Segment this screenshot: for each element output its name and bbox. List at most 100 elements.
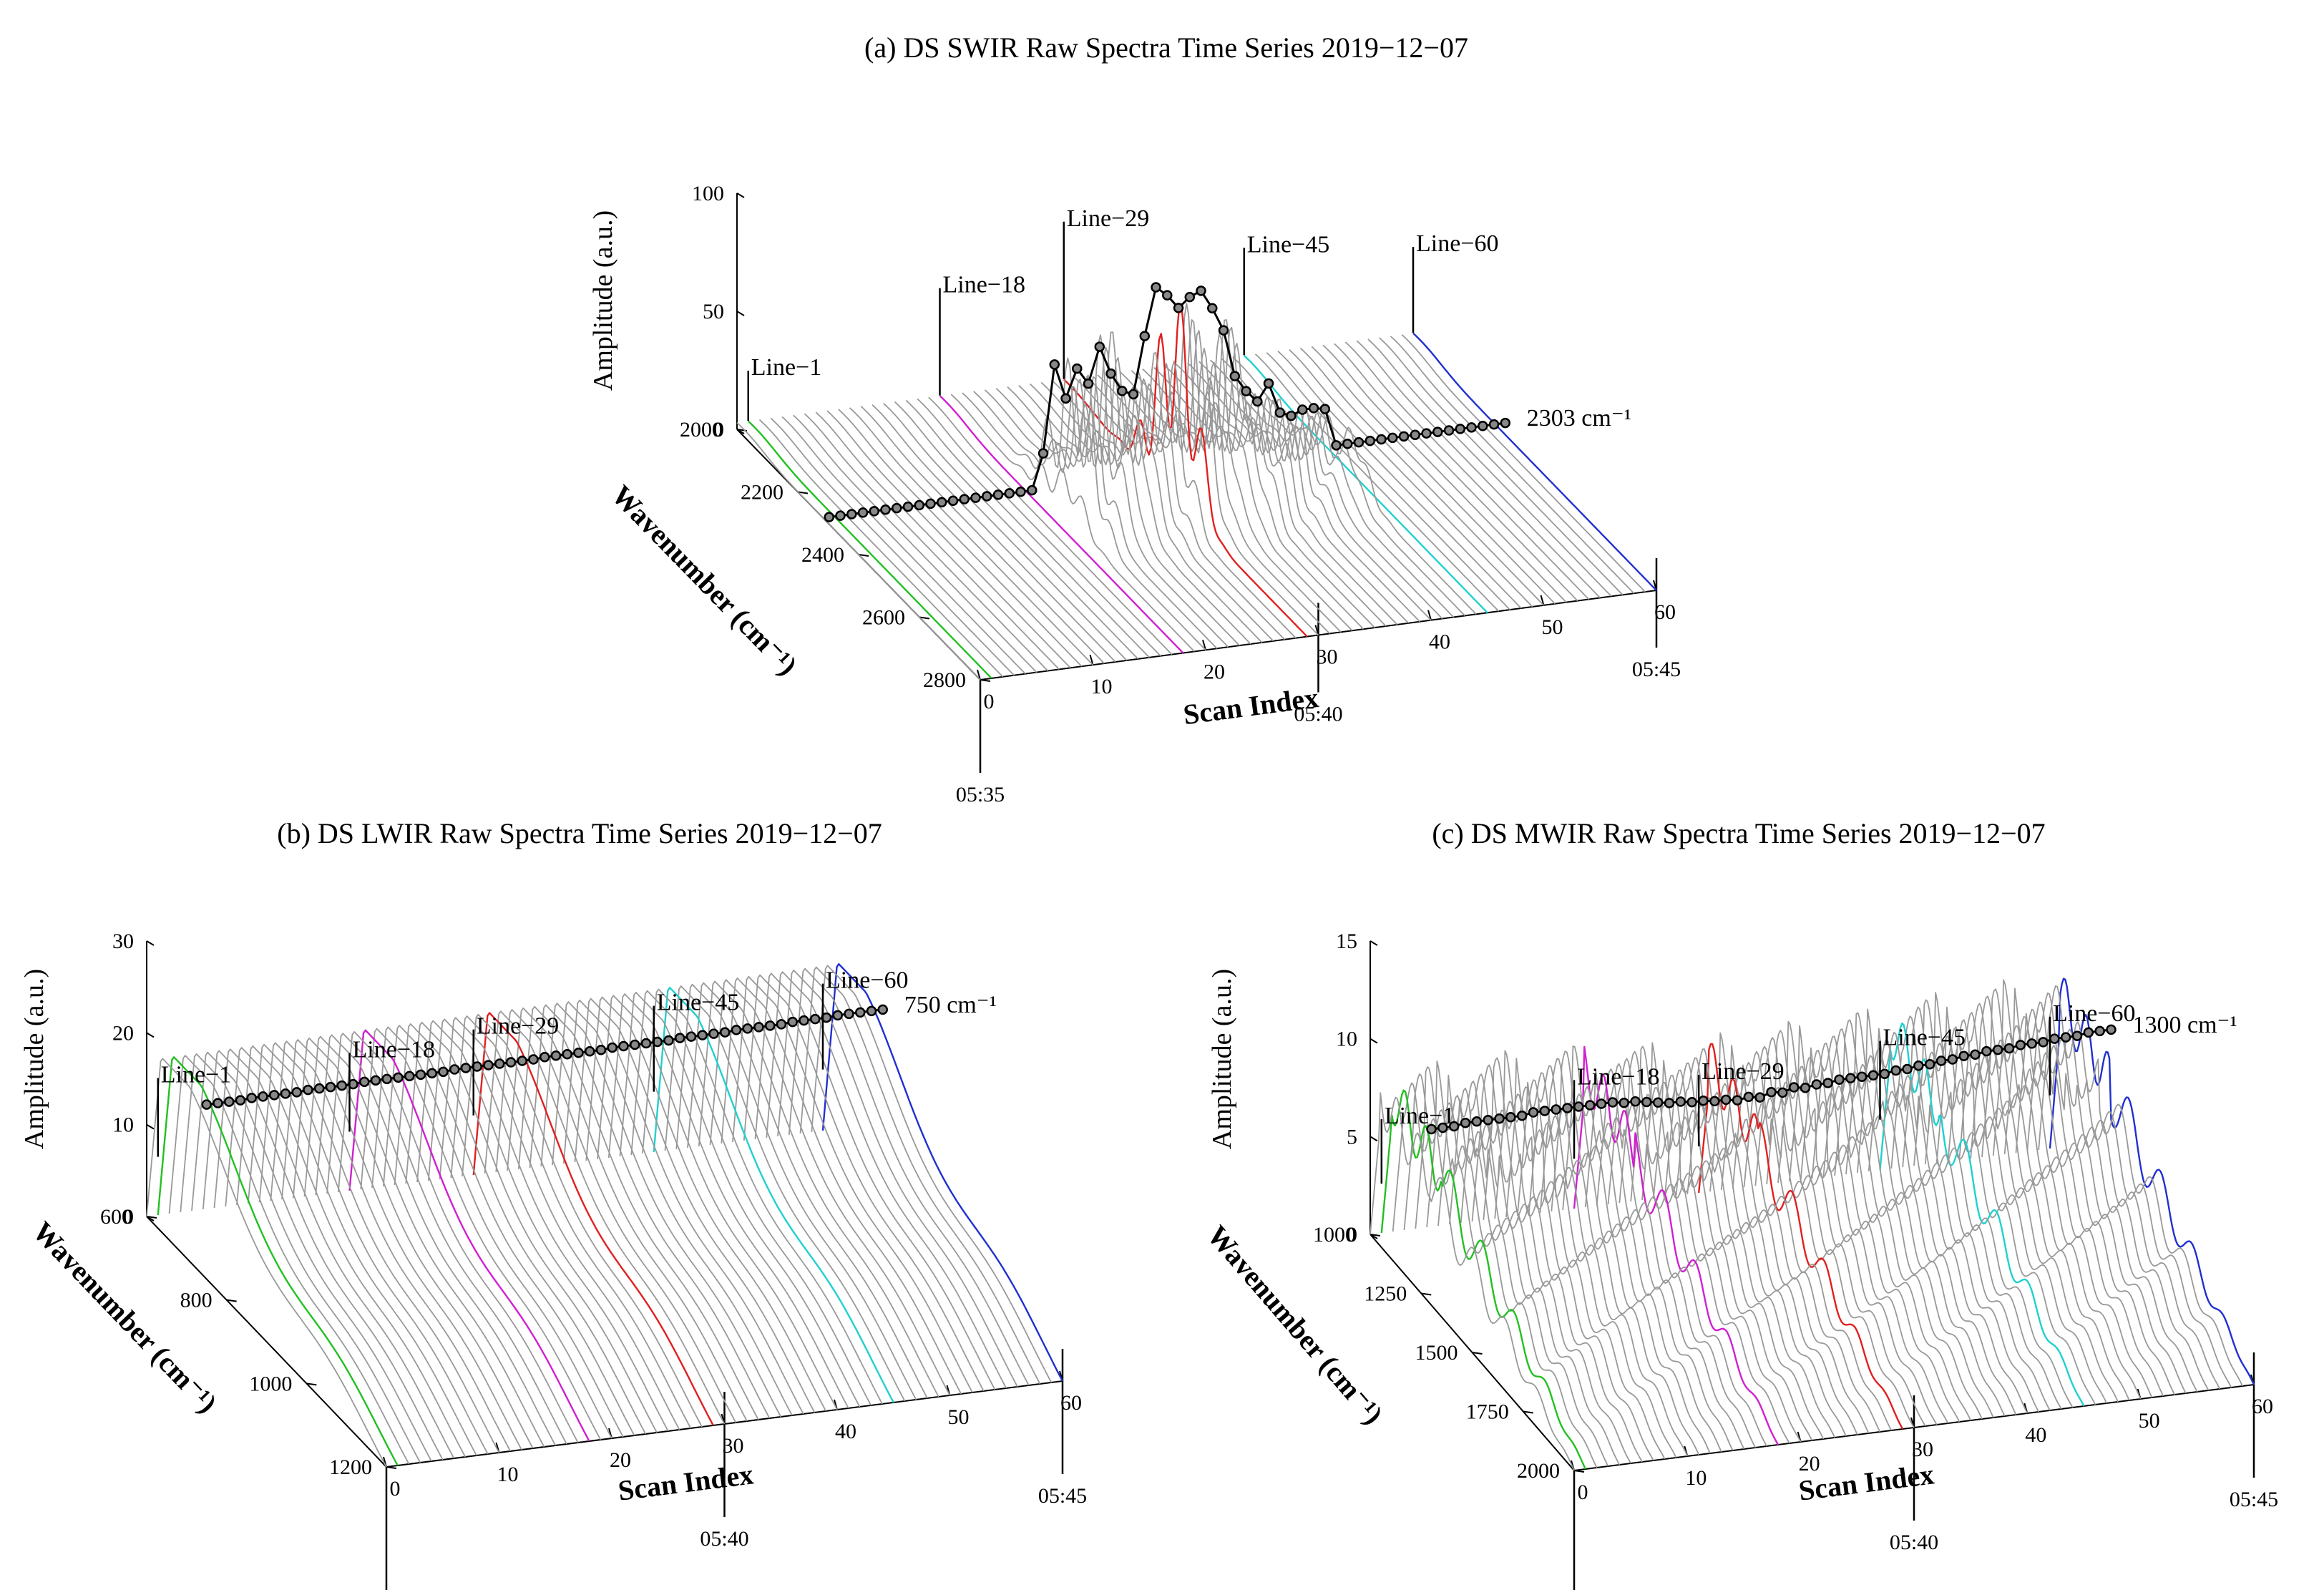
- spectrum-line: [1390, 336, 1635, 594]
- marker-point: [824, 512, 835, 522]
- spectrum-line: [180, 1053, 421, 1463]
- marker-point: [1879, 1068, 1890, 1079]
- spectrum-line: [1254, 353, 1500, 612]
- marker-point: [415, 1069, 426, 1081]
- marker-point: [970, 492, 981, 503]
- spectrum-line: [788, 967, 1030, 1386]
- x-tick-label: 0: [984, 690, 995, 713]
- marker-point: [426, 1068, 437, 1079]
- spectrum-line: [540, 1003, 782, 1418]
- marker-point: [835, 510, 846, 521]
- marker-point: [810, 1013, 821, 1025]
- wavenumber-axis-label: Wavenumber (cm⁻¹): [605, 479, 804, 681]
- marker-point: [1426, 1123, 1437, 1135]
- marker-point: [460, 1063, 472, 1073]
- marker-point: [1500, 417, 1511, 429]
- x-tick-label: 50: [2139, 1409, 2160, 1433]
- marker-point: [1105, 368, 1116, 379]
- spectrum-line: [1311, 346, 1556, 605]
- marker-point: [1466, 422, 1477, 433]
- marker-point: [1720, 1094, 1732, 1106]
- x-tick-label: 10: [1685, 1466, 1707, 1490]
- spectrum-line: [1437, 1074, 1643, 1463]
- spectrum-line: [1981, 988, 2187, 1394]
- x-tick-label: 40: [1429, 630, 1450, 654]
- marker-point: [2049, 1033, 2060, 1044]
- marker-point: [1743, 1091, 1754, 1103]
- z-tick-label: 0: [1347, 1223, 1357, 1247]
- marker-point: [213, 1098, 223, 1108]
- spectrum-line: [1868, 1028, 2074, 1408]
- marker-point: [708, 1028, 719, 1039]
- spectrum-line: [950, 394, 1195, 653]
- spectrum-line: [642, 988, 883, 1405]
- marker-point: [528, 1054, 539, 1065]
- marker-point: [799, 1015, 809, 1026]
- z-tick: [736, 311, 745, 316]
- spectrum-line: [462, 1013, 703, 1428]
- spectrum-line: [905, 399, 1150, 658]
- spectrum-line: [1618, 1050, 1825, 1440]
- z-tick: [736, 192, 745, 198]
- marker-point: [1573, 1101, 1584, 1112]
- spectrum-line: [326, 1033, 567, 1445]
- marker-point: [505, 1057, 517, 1068]
- z-tick-label: 50: [703, 300, 724, 323]
- marker-point: [1437, 1122, 1448, 1133]
- spectrum-line: [698, 980, 939, 1398]
- marker-point: [1868, 1070, 1879, 1081]
- marker-wavenumber-label: 2303 cm⁻¹: [1527, 405, 1631, 431]
- marker-point: [1822, 1078, 1833, 1088]
- marker-point: [438, 1066, 449, 1078]
- marker-point: [1800, 1082, 1811, 1093]
- marker-point: [280, 1088, 291, 1099]
- spectrum-line: [872, 404, 1116, 663]
- spectrum-line: [1913, 999, 2119, 1403]
- spectrum-line-highlight: [747, 420, 992, 679]
- marker-point: [1856, 1071, 1868, 1082]
- amplitude-axis-label: Amplitude (a.u.): [19, 969, 49, 1149]
- spectrum-line: [213, 1048, 455, 1459]
- line-label: Line−45: [1883, 1025, 1966, 1051]
- spectrum-line: [1356, 340, 1601, 599]
- spectrum-line: [1766, 1030, 1972, 1421]
- marker-point: [1398, 431, 1410, 442]
- marker-point: [914, 499, 925, 511]
- y-tick-label: 600: [100, 1205, 132, 1229]
- marker-point: [314, 1083, 325, 1094]
- spectrum-line: [1505, 1058, 1711, 1454]
- spectrum-line: [1935, 1006, 2142, 1400]
- z-tick-label: 5: [1347, 1125, 1357, 1148]
- y-tick: [1573, 1470, 1585, 1473]
- marker-point: [393, 1072, 404, 1083]
- spectrum-line: [2026, 992, 2232, 1388]
- spectrum-line: [883, 402, 1128, 661]
- spectrum-line: [202, 1050, 444, 1460]
- spectrum-line: [1607, 1058, 1813, 1441]
- spectrum-line: [416, 1020, 658, 1433]
- marker-point: [1319, 404, 1331, 414]
- marker-point: [1015, 486, 1026, 497]
- spectrum-line: [281, 1039, 522, 1450]
- marker-point: [1562, 1103, 1573, 1113]
- marker-point: [573, 1048, 584, 1058]
- z-tick: [1370, 940, 1378, 946]
- y-tick-label: 2000: [1517, 1459, 1560, 1483]
- spectrum-line: [1811, 1035, 2017, 1415]
- y-tick-label: 1250: [1364, 1282, 1407, 1306]
- marker-point: [291, 1087, 302, 1098]
- marker-point: [1139, 331, 1151, 341]
- scan-index-axis-label: Scan Index: [616, 1458, 755, 1506]
- z-tick: [1370, 1038, 1378, 1044]
- spectrum-line: [1426, 1060, 1631, 1464]
- marker-point: [1935, 1055, 1947, 1066]
- marker-point: [359, 1076, 370, 1088]
- spectrum-line: [562, 1000, 804, 1415]
- y-tick: [1523, 1410, 1533, 1414]
- time-tick-label: 05:40: [700, 1527, 748, 1551]
- spectrum-line: [1890, 1015, 2096, 1405]
- spectrum-line: [394, 1023, 635, 1436]
- marker-point: [1038, 448, 1049, 459]
- spectrum-line: [529, 1004, 771, 1419]
- marker-point: [1505, 1112, 1516, 1123]
